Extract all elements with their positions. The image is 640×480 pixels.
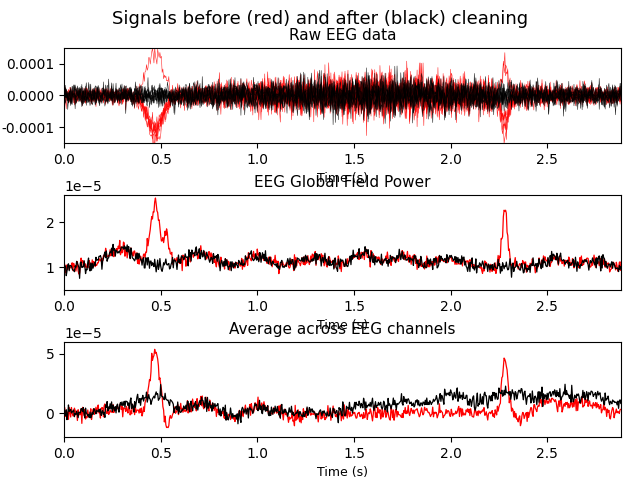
Title: Raw EEG data: Raw EEG data bbox=[289, 28, 396, 43]
Title: Average across EEG channels: Average across EEG channels bbox=[229, 322, 456, 336]
Title: EEG Global Field Power: EEG Global Field Power bbox=[254, 175, 431, 190]
Text: Signals before (red) and after (black) cleaning: Signals before (red) and after (black) c… bbox=[112, 10, 528, 28]
X-axis label: Time (s): Time (s) bbox=[317, 466, 368, 479]
X-axis label: Time (s): Time (s) bbox=[317, 172, 368, 185]
X-axis label: Time (s): Time (s) bbox=[317, 319, 368, 332]
